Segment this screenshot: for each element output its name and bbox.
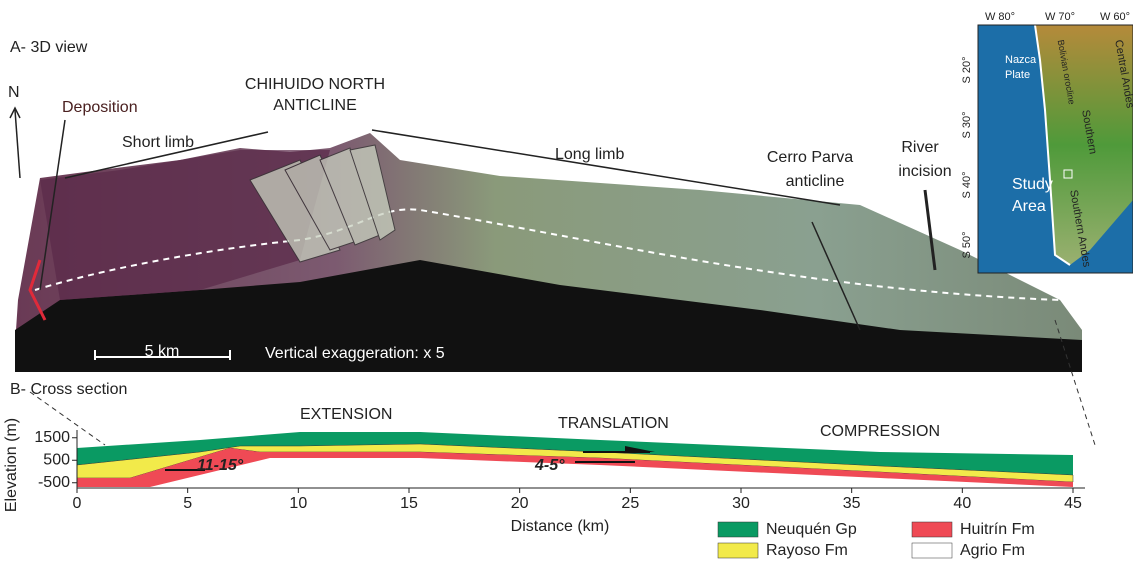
angle: 11-15° xyxy=(197,457,244,474)
legend-label: Rayoso Fm xyxy=(766,542,848,559)
y-axis-label: Elevation (m) xyxy=(3,418,20,512)
study-area: Area xyxy=(1012,198,1046,215)
anticline-name: ANTICLINE xyxy=(273,97,357,114)
study-area: Study xyxy=(1012,176,1053,193)
exaggeration: Vertical exaggeration: x 5 xyxy=(265,345,445,362)
legend-label: Agrio Fm xyxy=(960,542,1025,559)
legend-swatch xyxy=(717,542,759,559)
short-limb: Short limb xyxy=(122,134,194,151)
y-tick-label: -500 xyxy=(38,474,70,491)
long-limb: Long limb xyxy=(555,146,624,163)
lat-label: S 40° xyxy=(961,171,973,198)
scale-bar: 5 km xyxy=(145,343,180,360)
terrain xyxy=(15,133,1082,372)
deposition: Deposition xyxy=(62,99,138,116)
extension: EXTENSION xyxy=(300,406,392,423)
legend-label: Neuquén Gp xyxy=(766,521,857,538)
angle: 4-5° xyxy=(534,457,565,474)
lat-label: S 50° xyxy=(961,231,973,258)
panel-b-title: B- Cross section xyxy=(10,381,127,398)
x-axis-label: Distance (km) xyxy=(511,518,610,535)
x-tick-label: 45 xyxy=(1064,495,1082,512)
x-tick-label: 30 xyxy=(732,495,750,512)
x-tick-label: 10 xyxy=(289,495,307,512)
lon-label: W 70° xyxy=(1045,11,1075,23)
lon-label: W 60° xyxy=(1100,11,1130,23)
cross-section xyxy=(29,319,1096,489)
legend-label: Huitrín Fm xyxy=(960,521,1035,538)
legend-swatch xyxy=(911,542,953,559)
legend-swatch xyxy=(717,521,759,538)
x-tick-label: 0 xyxy=(73,495,82,512)
x-tick-label: 15 xyxy=(400,495,418,512)
anticline-name: CHIHUIDO NORTH xyxy=(245,76,385,93)
x-tick-label: 5 xyxy=(183,495,192,512)
y-tick-label: 500 xyxy=(43,451,70,468)
x-tick-label: 35 xyxy=(843,495,861,512)
lat-label: S 20° xyxy=(961,56,973,83)
cerro-parva: anticline xyxy=(786,173,845,190)
translation: TRANSLATION xyxy=(558,415,669,432)
arrows xyxy=(9,106,937,331)
lon-label: W 80° xyxy=(985,11,1015,23)
x-tick-label: 25 xyxy=(621,495,639,512)
compression: COMPRESSION xyxy=(820,423,940,440)
inset-map xyxy=(977,24,1133,274)
x-tick-label: 40 xyxy=(953,495,971,512)
y-tick-label: 1500 xyxy=(34,429,70,446)
river-incision: River xyxy=(901,139,939,156)
cerro-parva: Cerro Parva xyxy=(767,149,853,166)
nazca: Plate xyxy=(1005,69,1030,81)
nazca: Nazca xyxy=(1005,54,1037,66)
legend-swatch xyxy=(911,521,953,538)
lat-label: S 30° xyxy=(961,111,973,138)
x-tick-label: 20 xyxy=(511,495,529,512)
north: N xyxy=(8,84,20,101)
river-incision: incision xyxy=(898,163,951,180)
panel-a-title: A- 3D view xyxy=(10,39,88,56)
